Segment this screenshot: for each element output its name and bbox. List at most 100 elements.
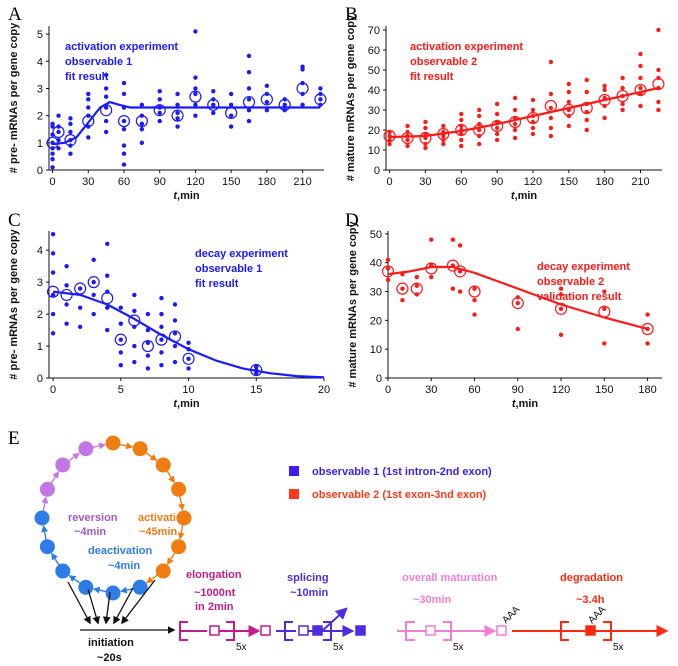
replicate-point — [414, 283, 420, 288]
splicing-time: ~10min — [290, 587, 328, 599]
replicate-point — [50, 156, 55, 162]
promoter-state-node — [39, 539, 55, 555]
y-tick-label: 3 — [37, 83, 43, 95]
replicate-point — [405, 137, 410, 143]
mean-point — [419, 131, 432, 145]
initiation-label: initiation — [88, 637, 134, 649]
replicate-point — [558, 306, 564, 312]
replicate-point — [246, 97, 252, 102]
replicate-point — [56, 129, 61, 135]
replicate-point — [318, 86, 323, 91]
y-tick-label: 0 — [37, 165, 43, 177]
replicate-point — [405, 123, 410, 129]
replicate-point — [193, 75, 198, 80]
x-axis-label: t,min — [511, 190, 538, 202]
replicate-point — [118, 305, 123, 310]
maturation-step — [397, 621, 507, 641]
replicate-point — [400, 297, 405, 303]
mean-point — [401, 131, 414, 145]
mean-point — [437, 127, 450, 141]
x-axis-label: t,min — [173, 190, 200, 202]
chart-annotation: activation experiment — [65, 41, 178, 53]
y-tick-label: 40 — [368, 85, 380, 97]
fit-line — [387, 265, 648, 331]
replicate-point — [548, 115, 554, 121]
replicate-point — [50, 231, 56, 237]
replicate-point — [139, 127, 145, 132]
mean-point — [296, 82, 309, 95]
replicate-point — [300, 102, 305, 107]
replicate-point — [118, 350, 123, 355]
chart-panel-a: 0 30 60 90 120 150 180 210 0 1 2 3 4 5 t,min # pre- mRN… — [8, 22, 327, 202]
x-axis-label: t,min — [173, 398, 200, 410]
replicate-point — [159, 311, 164, 317]
replicate-point — [494, 125, 500, 131]
chart-annotation: fit result — [195, 278, 239, 290]
replicate-point — [387, 141, 392, 147]
replicate-point — [515, 300, 520, 306]
replicate-point — [530, 97, 536, 103]
replicate-point — [459, 111, 464, 117]
mean-point — [278, 98, 291, 111]
replicate-point — [157, 110, 162, 116]
mean-point — [396, 282, 409, 295]
x-axis-label-var: t — [173, 190, 178, 202]
y-tick-label: 0 — [376, 373, 382, 385]
replicate-point — [620, 75, 625, 81]
x-axis-label: t,min — [512, 398, 539, 410]
replicate-point — [186, 340, 191, 346]
y-tick-label: 5 — [37, 29, 43, 41]
y-tick-label: 60 — [368, 45, 380, 57]
x-tick-label: 150 — [222, 176, 240, 188]
x-tick-label: 60 — [468, 384, 480, 396]
replicate-point — [77, 305, 83, 310]
replicate-point — [159, 337, 164, 342]
mean-point — [168, 330, 182, 343]
replicate-point — [530, 107, 536, 113]
replicate-point — [121, 91, 127, 97]
mean-point — [508, 115, 522, 129]
mean-point — [60, 288, 73, 302]
mean-point — [511, 296, 524, 310]
y-tick-label: 2 — [37, 111, 43, 123]
replicate-point — [86, 97, 91, 102]
initiation-arrows — [67, 579, 176, 634]
x-axis-label-unit: ,min — [177, 398, 200, 410]
replicate-point — [476, 141, 482, 147]
x-axis-label-var: t — [511, 190, 516, 202]
replicate-point — [400, 286, 405, 291]
replicate-point — [638, 103, 643, 109]
x-tick-label: 10 — [182, 384, 194, 396]
replicate-point — [638, 51, 643, 57]
y-tick-label: 1 — [37, 138, 43, 150]
replicate-point — [193, 102, 198, 107]
replicate-point — [68, 121, 73, 127]
chart-annotation: fit result — [65, 71, 109, 83]
replicate-point — [50, 270, 56, 275]
mean-point — [189, 90, 202, 103]
replicate-point — [56, 146, 61, 151]
replicate-point — [645, 341, 650, 346]
cycle-arrow — [177, 525, 185, 540]
replicate-point — [91, 311, 96, 317]
fit-line — [52, 290, 325, 379]
mean-point — [46, 285, 60, 298]
mean-point — [652, 77, 665, 91]
replicate-point — [175, 102, 180, 107]
replicate-point — [64, 321, 69, 326]
replicate-point — [602, 115, 607, 121]
replicate-point — [602, 83, 607, 89]
mean-point — [182, 352, 195, 365]
x-tick-label: 120 — [186, 176, 204, 188]
replicate-point — [105, 273, 110, 278]
replicate-point — [139, 121, 145, 127]
replicate-point — [476, 127, 482, 133]
y-tick-label: 70 — [368, 25, 380, 37]
x-tick-label: 180 — [638, 384, 656, 396]
fit-line — [389, 86, 659, 139]
replicate-point — [145, 311, 151, 317]
replicate-point — [423, 145, 428, 151]
replicate-point — [494, 111, 500, 117]
mean-point — [171, 109, 184, 122]
degradation-time: ~3.4h — [576, 594, 605, 606]
